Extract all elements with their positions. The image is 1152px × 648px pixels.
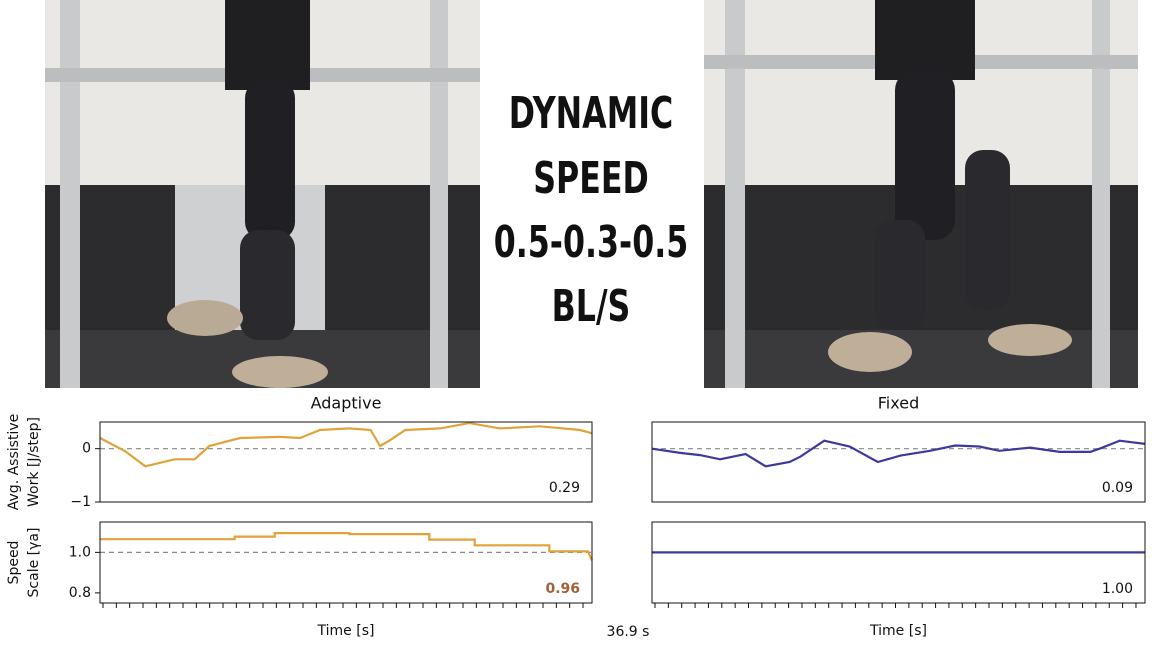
value-label: 0.96 bbox=[545, 581, 580, 597]
panel-title: Fixed bbox=[878, 394, 919, 413]
plot-frame bbox=[651, 521, 1146, 604]
overlay-line: 0.5-0.3-0.5 bbox=[494, 217, 689, 269]
overlay-line: BL/S bbox=[552, 281, 631, 333]
overlay-line: DYNAMIC bbox=[509, 88, 673, 140]
x-axis-label: Time [s] bbox=[869, 623, 927, 639]
value-label: 0.09 bbox=[1102, 480, 1133, 496]
series-line bbox=[99, 421, 593, 468]
elapsed-time: 36.9 s bbox=[607, 624, 650, 640]
y-tick-label: −1 bbox=[70, 494, 91, 510]
plot-frame bbox=[99, 521, 593, 604]
y-tick-label: 0 bbox=[82, 441, 91, 457]
photo-right bbox=[704, 0, 1138, 388]
plot-frame bbox=[651, 421, 1146, 503]
y-axis-label: Work [J/step] bbox=[26, 417, 42, 507]
series-line bbox=[651, 439, 1146, 468]
x-axis-label: Time [s] bbox=[317, 623, 375, 639]
y-axis-label: Scale [γa] bbox=[26, 528, 42, 598]
y-tick-label: 1.0 bbox=[69, 544, 91, 560]
series-line bbox=[100, 532, 594, 561]
panel-title: Adaptive bbox=[311, 394, 382, 413]
plot-frame bbox=[99, 421, 593, 503]
overlay-line: SPEED bbox=[533, 153, 649, 205]
value-label: 0.29 bbox=[549, 480, 580, 496]
photo-left bbox=[45, 0, 480, 388]
value-label: 1.00 bbox=[1102, 581, 1133, 597]
y-axis-label: Speed bbox=[6, 541, 22, 585]
overlay: DYNAMIC SPEED 0.5-0.3-0.5 BL/S bbox=[494, 88, 689, 333]
y-tick-label: 0.8 bbox=[69, 585, 91, 601]
y-axis-label: Avg. Assistive bbox=[6, 414, 22, 510]
